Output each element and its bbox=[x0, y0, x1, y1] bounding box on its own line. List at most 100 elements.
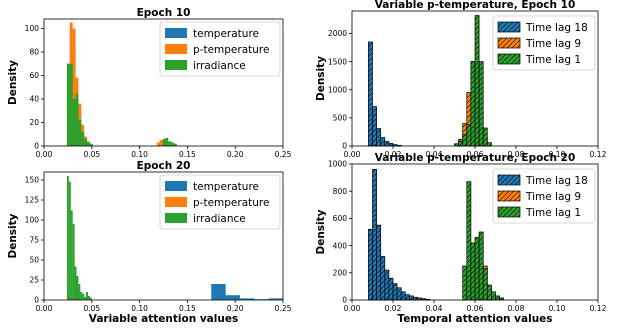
bar bbox=[76, 276, 79, 300]
bar-hatch bbox=[417, 297, 422, 300]
bar-hatch bbox=[499, 297, 504, 300]
x-tick-label: 0.08 bbox=[508, 150, 525, 159]
bar-hatch bbox=[380, 137, 385, 146]
legend: Time lag 18 Time lag 9 Time lag 1 bbox=[492, 15, 596, 71]
bar-hatch bbox=[466, 124, 471, 147]
bar bbox=[70, 210, 73, 300]
bar bbox=[87, 296, 90, 300]
bar bbox=[75, 94, 79, 146]
x-tick-label: 0.15 bbox=[179, 304, 196, 313]
bar-hatch bbox=[462, 266, 467, 300]
legend-swatch-hatch bbox=[498, 38, 520, 48]
y-tick-label: 125 bbox=[25, 196, 40, 205]
x-tick-label: 0.00 bbox=[344, 304, 361, 313]
series-irradiance bbox=[66, 63, 177, 146]
bar bbox=[168, 141, 172, 146]
legend: temperature p-temperature irradiance bbox=[159, 174, 281, 230]
bar-hatch bbox=[368, 229, 373, 300]
bar-hatch bbox=[393, 144, 398, 146]
x-tick-label: 0.04 bbox=[426, 304, 443, 313]
bar bbox=[66, 63, 70, 146]
bar-hatch bbox=[397, 287, 402, 300]
y-axis-label: Density bbox=[315, 56, 327, 101]
bar bbox=[84, 296, 87, 300]
y-tick-label: 2000 bbox=[328, 29, 347, 38]
bar bbox=[69, 63, 73, 146]
x-tick-label: 0.00 bbox=[36, 150, 53, 159]
bar-hatch bbox=[470, 61, 475, 147]
bar-hatch bbox=[466, 181, 471, 300]
series-time-lag-18 bbox=[368, 169, 431, 301]
bar-hatch bbox=[384, 141, 389, 146]
x-tick-label: 0.20 bbox=[227, 304, 244, 313]
x-tick-label: 0.10 bbox=[131, 150, 148, 159]
x-tick-label: 0.04 bbox=[426, 150, 443, 159]
series-time-lag-1 bbox=[462, 181, 505, 301]
legend-swatch-hatch bbox=[498, 175, 520, 185]
y-tick-label: 600 bbox=[333, 214, 348, 223]
bar bbox=[81, 131, 85, 146]
legend-box bbox=[159, 174, 281, 230]
bar bbox=[162, 138, 166, 146]
legend-label: p-temperature bbox=[193, 44, 269, 56]
legend-swatch bbox=[165, 197, 187, 207]
x-tick-label: 0.20 bbox=[227, 150, 244, 159]
legend-label: Time lag 9 bbox=[525, 38, 581, 50]
x-axis-label: Temporal attention values bbox=[397, 313, 552, 325]
y-tick-label: 0 bbox=[34, 296, 39, 305]
chart-panel-1: 0.00 0.05 0.10 0.15 0.20 0.25 0 20 40 60 80 100 Epoc… bbox=[7, 7, 292, 159]
y-tick-label: 500 bbox=[333, 114, 348, 123]
legend-swatch bbox=[165, 213, 187, 223]
chart-title: Variable p-temperature, Epoch 10 bbox=[375, 0, 576, 11]
bar-hatch bbox=[462, 134, 467, 146]
bar-hatch bbox=[483, 268, 488, 300]
bar-hatch bbox=[413, 297, 418, 300]
bar bbox=[86, 292, 88, 300]
legend-box bbox=[159, 21, 281, 77]
legend-swatch bbox=[165, 28, 187, 38]
y-tick-label: 100 bbox=[25, 24, 40, 33]
bar-hatch bbox=[479, 232, 484, 300]
x-tick-label: 0.02 bbox=[385, 150, 402, 159]
bar bbox=[268, 298, 283, 300]
bar-hatch bbox=[475, 237, 480, 300]
x-tick-label: 0.02 bbox=[385, 304, 402, 313]
bar bbox=[239, 298, 255, 300]
y-tick-label: 1000 bbox=[328, 85, 347, 94]
bar-hatch bbox=[405, 294, 410, 300]
x-tick-label: 0.06 bbox=[467, 304, 484, 313]
bar bbox=[87, 142, 90, 146]
bar-hatch bbox=[495, 295, 500, 300]
legend-label: p-temperature bbox=[193, 197, 269, 209]
legend-label: temperature bbox=[193, 28, 259, 40]
y-tick-label: 1500 bbox=[328, 57, 347, 66]
y-tick-label: 800 bbox=[333, 187, 348, 196]
bar-hatch bbox=[421, 298, 426, 300]
axes-frame bbox=[43, 171, 284, 301]
legend-swatch bbox=[165, 181, 187, 191]
bar bbox=[174, 143, 177, 146]
bar bbox=[171, 142, 175, 146]
legend-label: temperature bbox=[193, 181, 259, 193]
legend-swatch bbox=[165, 60, 187, 70]
bar bbox=[72, 28, 76, 146]
x-tick-label: 0.05 bbox=[83, 150, 100, 159]
y-tick-label: 0 bbox=[34, 142, 39, 151]
x-tick-label: 0.00 bbox=[36, 304, 53, 313]
bar bbox=[72, 224, 75, 300]
legend-swatch-hatch bbox=[498, 191, 520, 201]
y-tick-label: 200 bbox=[333, 269, 348, 278]
legend-swatch-hatch bbox=[498, 54, 520, 64]
y-tick-label: 150 bbox=[25, 176, 40, 185]
x-tick-label: 0.08 bbox=[508, 304, 525, 313]
legend-swatch-hatch bbox=[498, 207, 520, 217]
y-tick-label: 60 bbox=[29, 71, 39, 80]
bar-hatch bbox=[393, 283, 398, 300]
bar bbox=[82, 293, 85, 300]
x-tick-label: 0.25 bbox=[275, 304, 292, 313]
legend-label: irradiance bbox=[193, 60, 246, 72]
bar-hatch bbox=[401, 291, 406, 300]
bar bbox=[211, 284, 226, 300]
y-tick-label: 80 bbox=[29, 48, 39, 57]
